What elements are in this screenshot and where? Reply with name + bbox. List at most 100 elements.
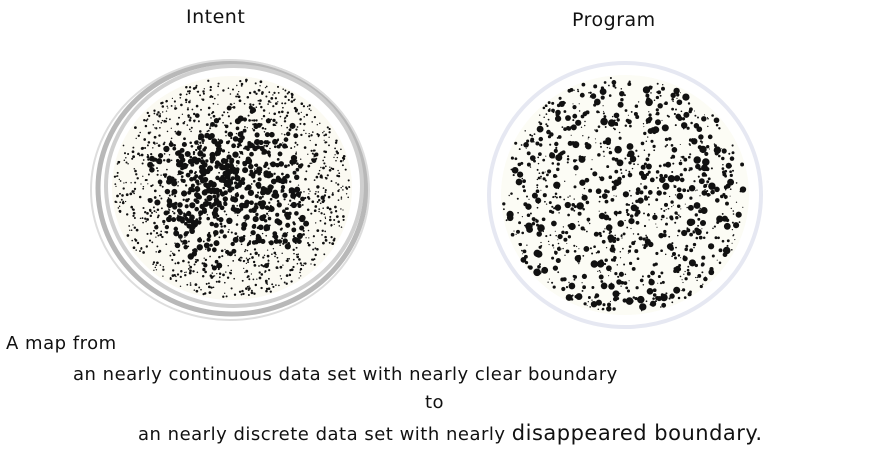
intent-dot <box>253 239 259 245</box>
intent-dot <box>324 235 327 239</box>
program-dot <box>645 172 649 176</box>
intent-dot <box>196 157 202 163</box>
intent-dot <box>293 198 296 200</box>
program-dot <box>665 103 667 105</box>
intent-dot <box>188 169 194 174</box>
program-dot <box>615 146 617 148</box>
intent-dot <box>199 237 201 239</box>
intent-dot <box>322 241 325 245</box>
intent-dot <box>280 265 282 268</box>
intent-dot <box>290 201 297 209</box>
program-dot <box>730 207 733 210</box>
program-dot <box>603 120 605 123</box>
program-dot <box>536 184 539 187</box>
program-dot <box>600 280 604 283</box>
program-dot <box>712 227 714 230</box>
program-dot <box>557 271 560 274</box>
intent-dot <box>250 142 254 146</box>
intent-dot <box>316 152 318 155</box>
intent-dot <box>259 80 263 84</box>
program-dot <box>689 167 693 171</box>
intent-dot <box>145 220 148 223</box>
program-dot <box>647 153 651 157</box>
intent-dot <box>182 198 185 201</box>
intent-dot <box>170 127 172 129</box>
intent-dot <box>153 189 157 193</box>
program-dot <box>621 237 623 239</box>
program-dot <box>627 114 629 116</box>
program-dot <box>523 189 526 193</box>
program-dot <box>732 210 735 212</box>
program-dot <box>512 174 515 177</box>
program-dot <box>718 127 721 130</box>
program-dot <box>642 244 644 246</box>
program-dot <box>734 239 736 241</box>
intent-dot <box>211 272 214 274</box>
intent-dot <box>115 201 118 204</box>
intent-dot <box>323 162 326 165</box>
intent-boundary-ring-outer <box>90 59 370 321</box>
program-dot <box>586 305 588 307</box>
program-dot <box>547 118 550 121</box>
program-dot <box>673 175 681 182</box>
intent-dot <box>309 162 312 165</box>
program-dot <box>622 191 630 198</box>
intent-dot <box>192 249 194 252</box>
program-dot <box>722 193 726 197</box>
program-dot <box>621 175 626 179</box>
intent-dot <box>283 281 286 284</box>
program-dot <box>593 231 599 237</box>
program-dot <box>648 155 650 157</box>
program-dot <box>548 244 550 246</box>
intent-dot <box>192 270 195 273</box>
intent-dot <box>244 214 250 220</box>
intent-dot <box>155 269 158 271</box>
intent-dot <box>252 103 255 106</box>
intent-dot <box>276 202 282 208</box>
intent-dot <box>224 130 228 134</box>
intent-dot <box>239 256 243 259</box>
intent-dot <box>187 116 190 118</box>
intent-dot <box>187 268 190 270</box>
intent-dot <box>304 177 307 181</box>
intent-dot <box>212 286 215 289</box>
intent-dot <box>117 207 120 209</box>
intent-dot <box>313 115 317 119</box>
intent-dot <box>328 218 332 222</box>
intent-dot <box>162 142 165 146</box>
intent-dot <box>201 135 205 139</box>
intent-dot <box>308 132 310 135</box>
intent-dot <box>158 114 162 118</box>
program-dot <box>593 98 601 106</box>
program-dot <box>549 152 554 157</box>
program-dot <box>597 270 599 272</box>
intent-dot <box>246 159 251 164</box>
intent-dot <box>202 207 207 213</box>
intent-dot <box>195 258 197 261</box>
intent-dot <box>268 112 270 114</box>
intent-dot <box>235 126 240 131</box>
program-dot <box>565 249 570 254</box>
program-dot <box>603 115 607 119</box>
program-dot <box>662 182 670 190</box>
intent-dot <box>237 162 240 165</box>
program-dot <box>693 123 700 129</box>
program-dot <box>683 296 687 299</box>
intent-dot <box>242 292 245 296</box>
program-dot <box>601 193 608 199</box>
intent-dot <box>277 138 280 141</box>
intent-dot <box>190 117 192 119</box>
intent-dot <box>242 161 248 167</box>
intent-dot <box>147 114 151 118</box>
program-dot <box>732 213 735 215</box>
intent-dot <box>209 243 213 247</box>
program-dot <box>584 124 586 127</box>
intent-dot <box>264 127 267 130</box>
intent-dot <box>267 215 270 217</box>
program-dot <box>708 148 710 150</box>
program-dot <box>561 230 565 235</box>
program-dot <box>618 220 624 226</box>
program-dot <box>558 152 562 157</box>
program-dot <box>563 110 567 113</box>
intent-dot <box>280 110 284 114</box>
